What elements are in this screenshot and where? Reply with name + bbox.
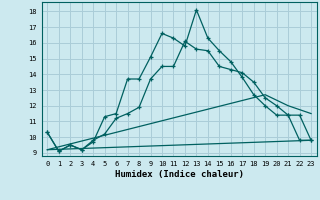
X-axis label: Humidex (Indice chaleur): Humidex (Indice chaleur) [115, 170, 244, 179]
